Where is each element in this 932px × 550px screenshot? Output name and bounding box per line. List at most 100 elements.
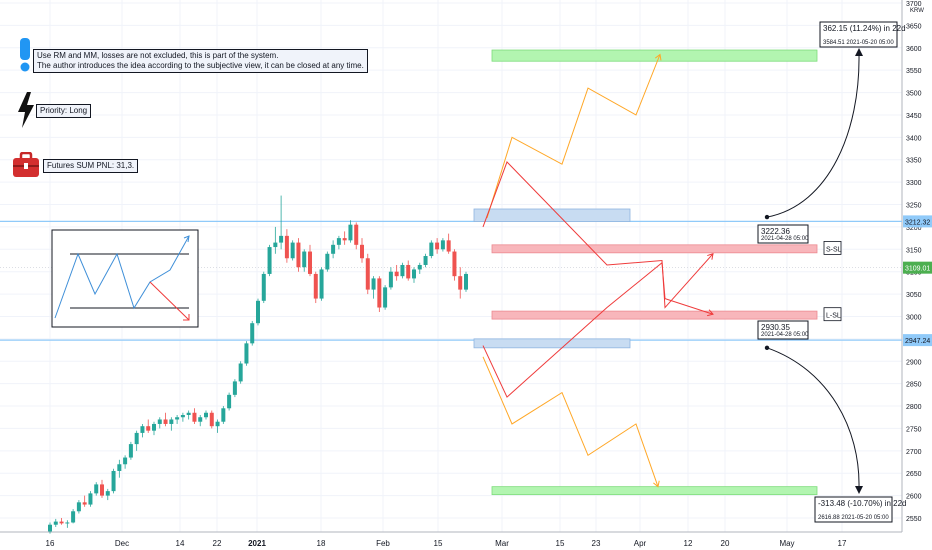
- y-tick-label: 2650: [906, 471, 922, 478]
- candle-body: [464, 273, 468, 290]
- y-tick-label: 2900: [906, 359, 922, 366]
- candle-body: [48, 524, 52, 532]
- candle-body: [273, 242, 278, 248]
- callout-box: [757, 320, 809, 340]
- price-label-bg: [903, 334, 932, 347]
- candle-body: [59, 521, 64, 524]
- callout-box: [819, 21, 898, 48]
- candle-body: [446, 240, 451, 252]
- candle-body: [383, 287, 388, 308]
- candle-body: [406, 264, 411, 279]
- y-tick-label: 3050: [906, 292, 922, 299]
- candle-body: [290, 242, 295, 259]
- x-tick-label: Dec: [115, 539, 129, 548]
- l-sl-label: L-SL: [826, 313, 841, 320]
- candle-body: [71, 511, 76, 523]
- y-tick-label: 3600: [906, 46, 922, 53]
- pattern-blue-arrow: [183, 235, 190, 243]
- candle-body: [204, 412, 208, 418]
- arrowhead: [653, 480, 660, 488]
- candle-body: [279, 235, 284, 243]
- arrowhead: [707, 309, 714, 317]
- candle-body: [365, 258, 370, 290]
- candle-body: [429, 242, 434, 257]
- candle-body: [354, 224, 359, 245]
- candle-body: [319, 269, 324, 299]
- candle-body: [140, 426, 145, 433]
- candle-body: [111, 470, 116, 492]
- disclaimer-line-1: Use RM and MM, losses are not excluded, …: [37, 51, 279, 60]
- lightning-icon: [18, 92, 34, 128]
- y-tick-label: 3300: [906, 180, 922, 187]
- y-tick-label: 3650: [906, 23, 922, 30]
- candle-body: [65, 522, 70, 524]
- x-tick-label: 14: [176, 539, 185, 548]
- candle-body: [325, 253, 330, 270]
- candle-body: [53, 521, 58, 525]
- candle-body: [244, 343, 249, 364]
- callout-subline: 3584.51 2021-05-20 05:00: [823, 40, 894, 46]
- candle-body: [175, 417, 180, 420]
- futures-note: Futures SUM PNL: 31,3.: [43, 159, 139, 173]
- x-tick-label: 22: [213, 539, 222, 548]
- futures-text: Futures SUM PNL: 31,3.: [47, 161, 135, 170]
- bear-projection-path: [482, 356, 659, 487]
- stop-label-box: [823, 241, 842, 255]
- callout-box: [757, 224, 809, 244]
- y-tick-label: 2600: [906, 494, 922, 501]
- candle-body: [163, 419, 168, 424]
- candle-body: [452, 251, 457, 277]
- bull-projection-path: [486, 54, 661, 219]
- candle-body: [423, 256, 428, 265]
- arrowhead: [707, 253, 714, 260]
- s-sl-label: S-SL: [826, 246, 842, 253]
- entry-zone: [473, 208, 631, 222]
- candle-body: [221, 408, 226, 422]
- x-tick-label: 12: [684, 539, 693, 548]
- price-label: 3109.01: [905, 266, 930, 273]
- candle-body: [336, 238, 341, 245]
- x-tick-label: Mar: [495, 539, 509, 548]
- upper-connector: [766, 54, 860, 218]
- candle-body: [267, 247, 272, 274]
- price-label: 2947.24: [905, 338, 930, 345]
- candle-body: [412, 269, 416, 279]
- candle-body: [198, 417, 203, 422]
- candle-body: [146, 426, 151, 431]
- candle-body: [100, 484, 104, 496]
- candle-body: [209, 412, 214, 427]
- x-tick-label: 20: [721, 539, 730, 548]
- candle-body: [458, 276, 463, 290]
- candle-body: [417, 264, 422, 270]
- candle-body: [232, 381, 237, 395]
- candle-body: [76, 502, 81, 512]
- currency-label: KRW: [910, 8, 924, 14]
- candle-body: [261, 273, 266, 301]
- candle-body: [296, 242, 301, 268]
- candle-body: [342, 238, 347, 241]
- y-tick-label: 2700: [906, 449, 922, 456]
- candle-body: [256, 300, 260, 324]
- x-tick-label: 15: [434, 539, 443, 548]
- pattern-blue-path: [54, 235, 190, 319]
- x-tick-label: May: [779, 539, 794, 548]
- x-tick-label: 15: [556, 539, 565, 548]
- disclaimer-line-2: The author introduces the idea according…: [37, 61, 364, 70]
- candle-body: [215, 421, 220, 427]
- candle-body: [169, 419, 174, 424]
- y-tick-label: 3000: [906, 314, 922, 321]
- callout-line: 362.15 (11.24%) in 22d: [823, 24, 906, 33]
- stop-zone: [491, 310, 818, 320]
- bull-red-path: [482, 161, 714, 309]
- stop-label-box: [823, 307, 842, 322]
- y-tick-label: 2550: [906, 516, 922, 523]
- x-tick-label: Feb: [376, 539, 390, 548]
- disclaimer-note: Use RM and MM, losses are not excluded, …: [33, 49, 368, 73]
- candle-body: [117, 464, 122, 471]
- candle-body: [435, 242, 440, 250]
- candle-body: [371, 278, 376, 290]
- x-tick-label: 2021: [248, 539, 266, 548]
- pattern-diagram: [51, 229, 199, 328]
